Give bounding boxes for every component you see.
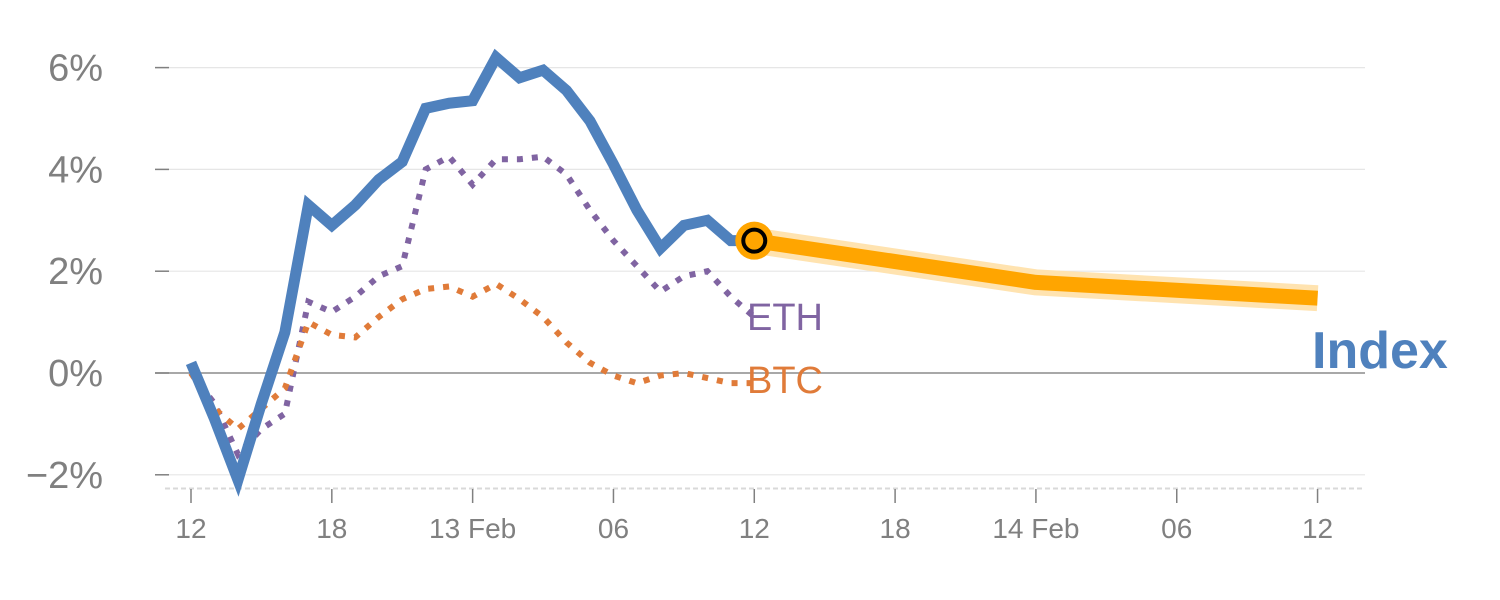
x-tick-label: 12 xyxy=(739,513,770,544)
eth-line xyxy=(188,152,757,460)
x-tick-label: 13 Feb xyxy=(429,513,516,544)
btc-line xyxy=(188,280,755,433)
x-tick-label: 06 xyxy=(598,513,629,544)
series-labels: ETH BTC Index xyxy=(747,297,1448,402)
x-tick-label: 12 xyxy=(175,513,206,544)
current-point-marker xyxy=(741,227,768,254)
x-tick-label: 18 xyxy=(316,513,347,544)
y-tick-label: −2% xyxy=(26,455,103,497)
y-tick-label: 4% xyxy=(48,149,103,191)
y-tick-label: 2% xyxy=(48,251,103,293)
btc-label: BTC xyxy=(747,360,823,402)
x-axis: 12 18 13 Feb 06 12 18 14 Feb 06 12 xyxy=(175,489,1333,544)
y-tick-label: 0% xyxy=(48,353,103,395)
forecast-line xyxy=(753,233,1318,306)
x-tick-label: 06 xyxy=(1161,513,1192,544)
series-group xyxy=(185,48,1319,497)
y-axis: 6% 4% 2% 0% −2% xyxy=(26,48,169,497)
x-tick-label: 18 xyxy=(880,513,911,544)
y-tick-label: 6% xyxy=(48,48,103,90)
eth-label: ETH xyxy=(747,297,823,339)
x-tick-label: 12 xyxy=(1302,513,1333,544)
x-tick-label: 14 Feb xyxy=(992,513,1079,544)
index-label: Index xyxy=(1312,322,1448,380)
grid-lines xyxy=(155,66,1365,490)
index-line xyxy=(185,48,755,497)
